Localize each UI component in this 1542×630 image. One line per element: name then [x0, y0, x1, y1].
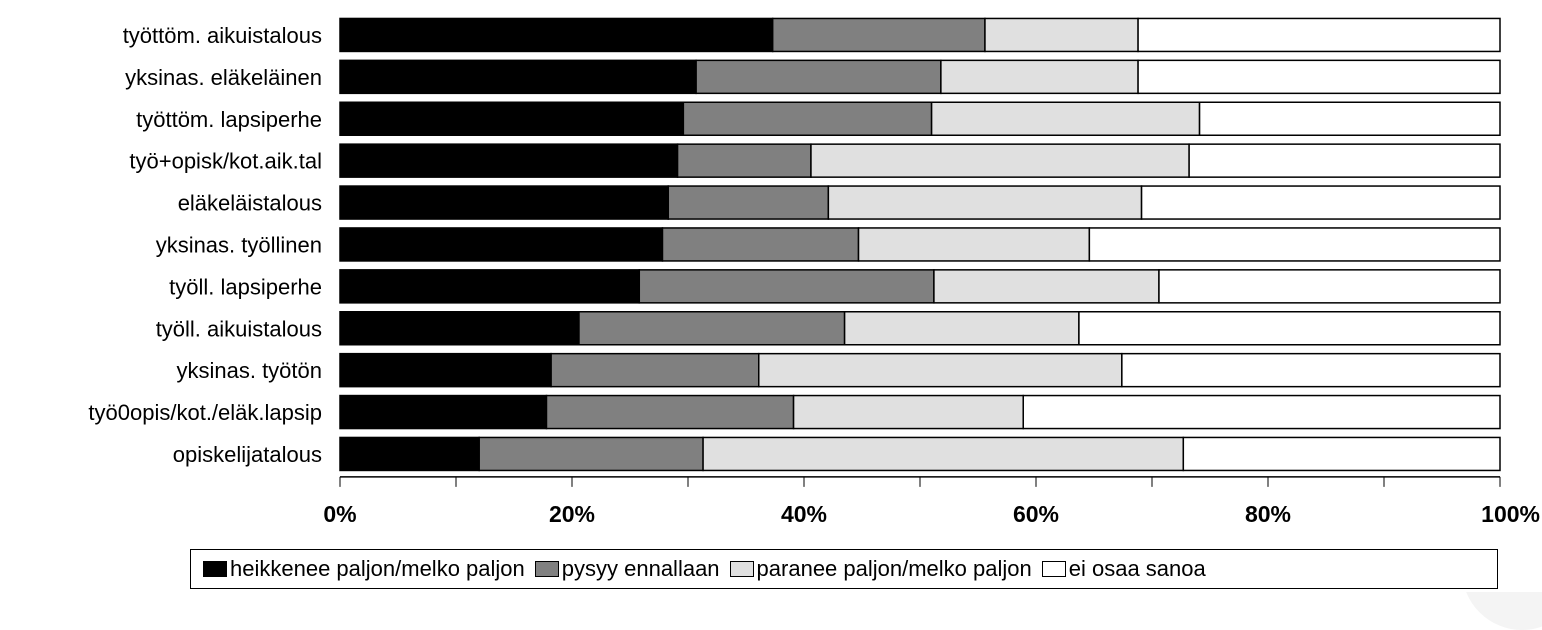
- bar-segment-4-0: [339, 185, 670, 220]
- bar-segment-9-2: [792, 394, 1024, 430]
- category-label: yksinas. eläkeläinen: [125, 65, 322, 90]
- category-label: yksinas. työtön: [176, 358, 322, 383]
- bar-segment-7-0: [339, 311, 580, 346]
- bar-segment-8-0: [339, 352, 552, 388]
- x-tick-label: 0%: [323, 501, 356, 527]
- bar-segment-1-2: [940, 59, 1139, 95]
- bar-segment-0-3: [1137, 17, 1501, 53]
- legend-label: paranee paljon/melko paljon: [756, 556, 1032, 581]
- bar-segment-5-2: [857, 227, 1091, 262]
- legend-swatch: [203, 561, 227, 577]
- x-tick-label: 60%: [1013, 501, 1059, 527]
- bar-segment-8-2: [758, 352, 1123, 388]
- x-tick-label: 100%: [1481, 501, 1540, 527]
- bar-segment-1-1: [695, 59, 942, 95]
- legend-item: pysyy ennallaan: [534, 556, 720, 582]
- bar-segment-4-1: [667, 185, 830, 220]
- bars-group: [339, 17, 1501, 472]
- category-label: työttöm. lapsiperhe: [136, 107, 322, 132]
- bar-segment-10-1: [478, 436, 704, 472]
- category-labels: työttöm. aikuistalous yksinas. eläkeläine…: [88, 23, 322, 467]
- bar-segment-9-0: [339, 394, 548, 430]
- stacked-bar-chart: työttöm. aikuistalous yksinas. eläkeläine…: [88, 17, 1540, 527]
- bar-segment-6-3: [1158, 269, 1501, 304]
- bar-segment-5-1: [661, 227, 860, 262]
- bar-segment-9-3: [1022, 394, 1501, 430]
- bar-segment-0-0: [339, 17, 774, 53]
- legend-swatch: [729, 561, 754, 577]
- bar-segment-2-0: [339, 101, 685, 136]
- legend-label: heikkenee paljon/melko paljon: [230, 556, 525, 581]
- bar-segment-6-0: [339, 269, 641, 304]
- category-label: eläkeläistalous: [178, 191, 322, 216]
- bar-segment-2-1: [682, 101, 933, 136]
- bar-segment-1-3: [1137, 59, 1501, 95]
- bar-segment-1-0: [339, 59, 697, 95]
- legend-swatch: [1041, 561, 1066, 577]
- legend-swatch: [534, 561, 559, 577]
- bar-segment-3-3: [1188, 143, 1501, 178]
- category-label: työ0opis/kot./eläk.lapsip: [88, 400, 322, 425]
- bar-segment-6-2: [933, 269, 1160, 304]
- category-label: yksinas. työllinen: [156, 232, 322, 257]
- bar-segment-2-3: [1198, 101, 1501, 136]
- bar-segment-2-2: [930, 101, 1201, 136]
- category-label: opiskelijatalous: [173, 442, 322, 467]
- category-label: työ+opisk/kot.aik.tal: [129, 149, 322, 174]
- legend-item: heikkenee paljon/melko paljon: [203, 556, 525, 582]
- legend: heikkenee paljon/melko paljon pysyy ennal…: [190, 549, 1498, 589]
- bar-segment-4-2: [827, 185, 1143, 220]
- x-tick-label: 40%: [781, 501, 827, 527]
- bar-segment-8-1: [550, 352, 760, 388]
- bar-segment-3-1: [676, 143, 812, 178]
- legend-label: pysyy ennallaan: [561, 556, 720, 581]
- bar-segment-10-0: [339, 436, 480, 472]
- bar-segment-3-0: [339, 143, 679, 178]
- legend-label: ei osaa sanoa: [1068, 556, 1206, 581]
- bar-segment-6-1: [638, 269, 935, 304]
- bar-segment-3-2: [810, 143, 1190, 178]
- bar-segment-7-2: [843, 311, 1080, 346]
- x-axis: 0% 20% 40% 60% 80% 100%: [323, 476, 1540, 527]
- x-tick-label: 20%: [549, 501, 595, 527]
- bar-segment-10-2: [702, 436, 1185, 472]
- bar-segment-7-3: [1078, 311, 1501, 346]
- bar-segment-5-3: [1088, 227, 1501, 262]
- category-label: työll. aikuistalous: [156, 316, 322, 341]
- bar-segment-0-2: [984, 17, 1139, 53]
- legend-item: paranee paljon/melko paljon: [729, 556, 1032, 582]
- category-label: työttöm. aikuistalous: [123, 23, 322, 48]
- bar-segment-9-1: [545, 394, 795, 430]
- bar-segment-4-3: [1140, 185, 1501, 220]
- bar-segment-5-0: [339, 227, 664, 262]
- category-label: työll. lapsiperhe: [169, 274, 322, 299]
- bar-segment-8-3: [1121, 352, 1501, 388]
- x-tick-label: 80%: [1245, 501, 1291, 527]
- bar-segment-7-1: [578, 311, 846, 346]
- bar-segment-10-3: [1182, 436, 1501, 472]
- legend-item: ei osaa sanoa: [1041, 556, 1206, 582]
- bar-segment-0-1: [771, 17, 986, 53]
